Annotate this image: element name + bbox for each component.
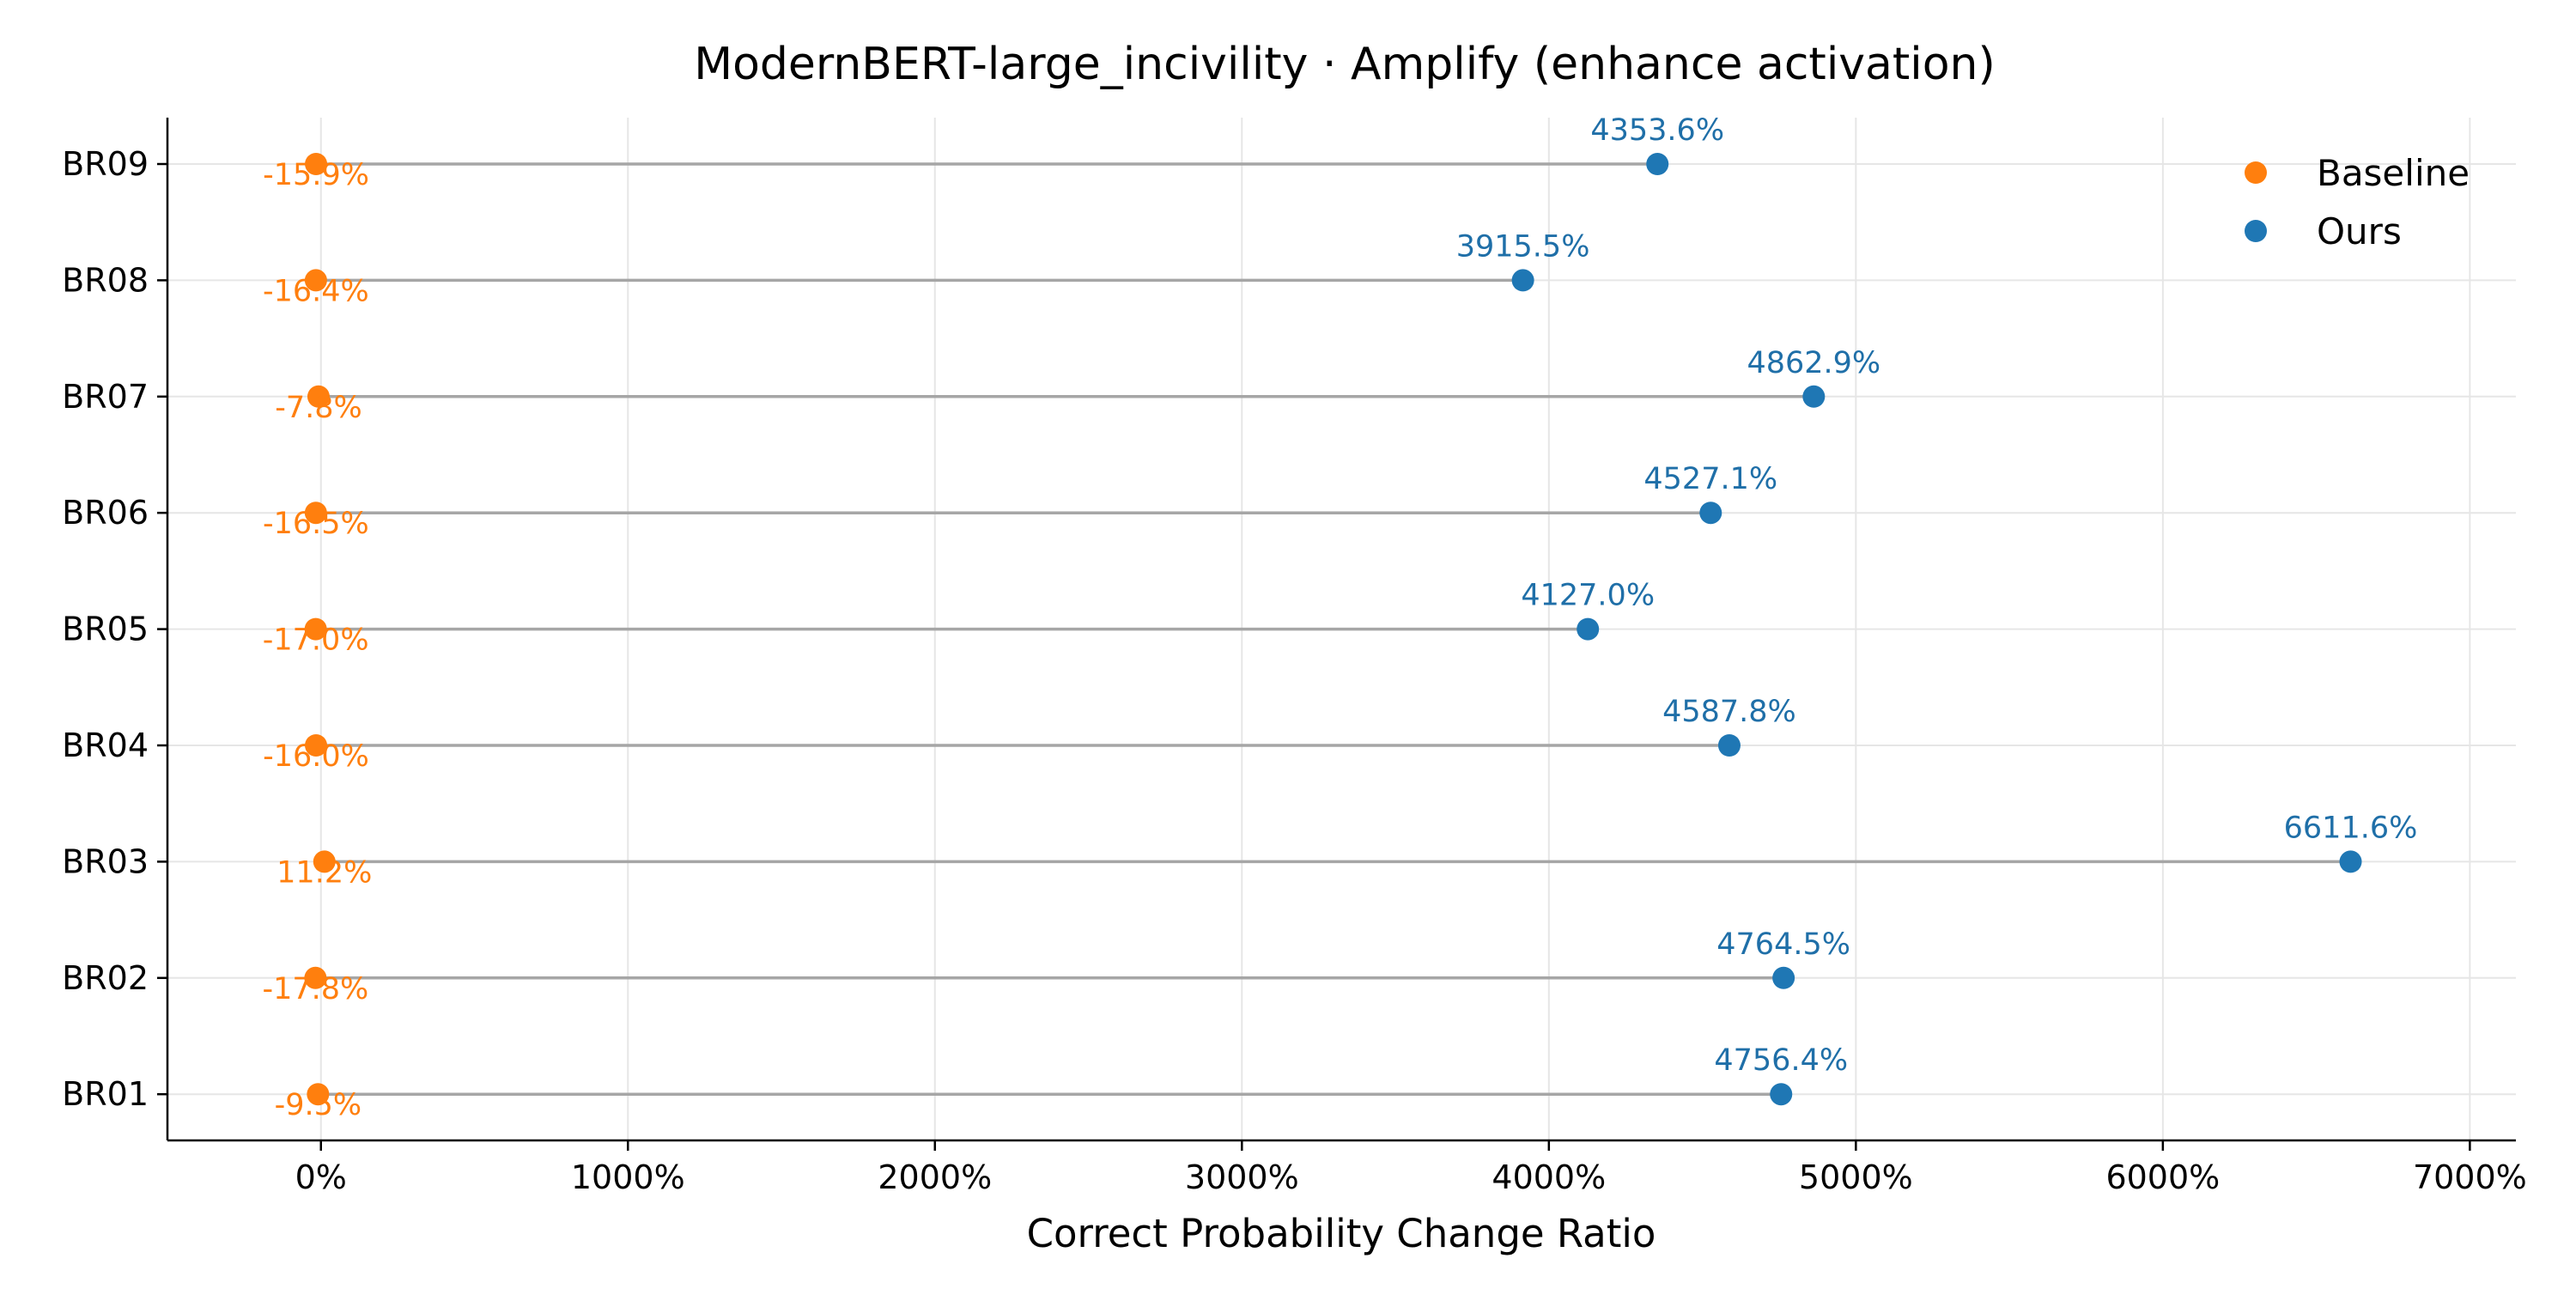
y-tick-label: BR06 <box>62 494 149 532</box>
x-tick-label: 6000% <box>2105 1158 2220 1196</box>
legend-marker-baseline <box>2245 161 2267 184</box>
ours-data-label: 4353.6% <box>1590 113 1724 148</box>
y-tick-label: BR09 <box>62 145 149 183</box>
y-tick-label: BR02 <box>62 959 149 997</box>
ours-point <box>1511 269 1534 292</box>
y-tick-label: BR05 <box>62 611 149 648</box>
ours-point <box>1699 502 1722 525</box>
baseline-point <box>305 153 328 175</box>
baseline-data-label: -7.8% <box>275 391 362 425</box>
ours-point <box>1717 734 1741 757</box>
ours-data-label: 4587.8% <box>1662 695 1796 729</box>
legend-label-baseline: Baseline <box>2317 152 2470 194</box>
ours-data-label: 4862.9% <box>1747 346 1880 380</box>
baseline-data-label: -16.4% <box>263 274 369 308</box>
baseline-point <box>307 385 330 408</box>
ours-data-label: 4527.1% <box>1643 462 1777 496</box>
x-tick-label: 5000% <box>1799 1158 1913 1196</box>
y-tick-label: BR01 <box>62 1075 149 1113</box>
baseline-point <box>304 966 327 989</box>
baseline-data-label: 11.2% <box>276 855 372 890</box>
baseline-data-label: -17.0% <box>263 623 369 658</box>
x-tick-label: 0% <box>295 1158 347 1196</box>
y-tick-label: BR08 <box>62 261 149 299</box>
y-tick-label: BR04 <box>62 726 149 764</box>
x-tick-label: 3000% <box>1185 1158 1299 1196</box>
ours-data-label: 4127.0% <box>1521 579 1655 613</box>
baseline-point <box>304 617 327 641</box>
x-tick-label: 2000% <box>878 1158 992 1196</box>
x-tick-label: 7000% <box>2413 1158 2527 1196</box>
tick-layer: 0% 1000% 2000% 3000% 4000% 5000% 6000% 7000% BR0… <box>62 145 2527 1196</box>
ours-point <box>2339 850 2362 873</box>
baseline-point <box>307 1083 330 1106</box>
ours-data-label: 6611.6% <box>2284 811 2418 845</box>
baseline-data-label: -9.5% <box>275 1088 362 1122</box>
ours-point <box>1772 966 1795 989</box>
ours-point <box>1802 385 1826 408</box>
baseline-data-label: -17.8% <box>262 972 368 1006</box>
y-tick-label: BR07 <box>62 378 149 416</box>
legend-marker-ours <box>2245 220 2267 242</box>
baseline-data-label: -16.5% <box>263 507 369 541</box>
legend-label-ours: Ours <box>2317 210 2402 252</box>
x-tick-label: 1000% <box>571 1158 685 1196</box>
legend: Baseline Ours <box>2245 152 2470 252</box>
ours-point <box>1577 617 1600 641</box>
x-tick-label: 4000% <box>1492 1158 1606 1196</box>
ours-data-label: 4756.4% <box>1714 1043 1848 1078</box>
baseline-point <box>305 734 328 757</box>
baseline-point <box>304 502 327 525</box>
connector-layer <box>315 162 2351 1096</box>
ours-data-label: 3915.5% <box>1456 229 1590 264</box>
baseline-point <box>313 850 336 873</box>
x-axis-title: Correct Probability Change Ratio <box>1027 1211 1656 1256</box>
point-layer <box>304 153 2362 1106</box>
ours-point <box>1646 153 1669 175</box>
baseline-point <box>304 269 327 292</box>
ours-data-label: 4764.5% <box>1716 927 1850 962</box>
chart-title: ModernBERT-large_incivility · Amplify (e… <box>694 39 1996 90</box>
baseline-data-label: -15.9% <box>263 158 369 192</box>
y-tick-label: BR03 <box>62 842 149 880</box>
data-label-layer: -9.5% 4756.4% -17.8% 4764.5% 11.2% 6611.6% -16… <box>262 113 2417 1122</box>
baseline-data-label: -16.0% <box>263 739 369 774</box>
ours-point <box>1770 1083 1793 1106</box>
